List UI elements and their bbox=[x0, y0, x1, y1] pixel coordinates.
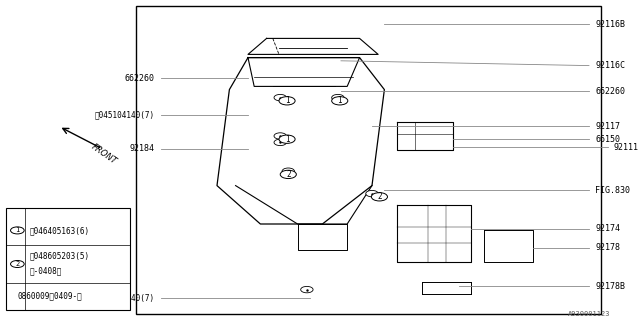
Text: 92184: 92184 bbox=[130, 144, 155, 153]
Bar bbox=[136, 6, 602, 314]
Text: Ⓢ048605203(5): Ⓢ048605203(5) bbox=[29, 252, 90, 260]
Circle shape bbox=[301, 286, 313, 293]
Bar bbox=[6, 208, 130, 310]
Text: 92117: 92117 bbox=[595, 122, 620, 131]
Text: Ⓢ045104140(7): Ⓢ045104140(7) bbox=[95, 111, 155, 120]
Text: 1: 1 bbox=[15, 228, 19, 233]
Text: ＜-0408＞: ＜-0408＞ bbox=[29, 266, 62, 275]
Circle shape bbox=[371, 193, 387, 201]
Circle shape bbox=[279, 135, 295, 143]
Text: 662260: 662260 bbox=[125, 74, 155, 83]
Text: 2: 2 bbox=[15, 261, 19, 267]
Text: FRONT: FRONT bbox=[90, 142, 118, 166]
Text: FIG.830: FIG.830 bbox=[595, 186, 630, 195]
Circle shape bbox=[274, 139, 287, 146]
Text: 1: 1 bbox=[285, 135, 289, 144]
Text: 92116B: 92116B bbox=[595, 20, 625, 28]
Circle shape bbox=[332, 94, 344, 101]
Text: A930001123: A930001123 bbox=[568, 311, 611, 317]
Circle shape bbox=[10, 260, 24, 268]
Text: 2: 2 bbox=[377, 192, 381, 201]
Circle shape bbox=[332, 97, 348, 105]
Circle shape bbox=[366, 190, 378, 197]
Text: 92111: 92111 bbox=[614, 143, 639, 152]
Circle shape bbox=[274, 133, 287, 139]
Circle shape bbox=[280, 170, 296, 179]
Circle shape bbox=[282, 168, 294, 174]
Text: 92178: 92178 bbox=[595, 244, 620, 252]
Text: 2: 2 bbox=[286, 170, 291, 179]
Text: Ⓢ046405163(6): Ⓢ046405163(6) bbox=[29, 226, 90, 235]
Text: 1: 1 bbox=[337, 96, 342, 105]
Circle shape bbox=[279, 97, 295, 105]
Text: 0860009（0409-）: 0860009（0409-） bbox=[17, 292, 82, 300]
Text: 92174: 92174 bbox=[595, 224, 620, 233]
Text: 92116C: 92116C bbox=[595, 61, 625, 70]
Circle shape bbox=[10, 227, 24, 234]
Circle shape bbox=[274, 94, 287, 101]
Text: 662260: 662260 bbox=[595, 87, 625, 96]
Text: 92178B: 92178B bbox=[595, 282, 625, 291]
Text: 66150: 66150 bbox=[595, 135, 620, 144]
Text: 1: 1 bbox=[285, 96, 289, 105]
Text: Ⓢ045104140(7): Ⓢ045104140(7) bbox=[95, 293, 155, 302]
